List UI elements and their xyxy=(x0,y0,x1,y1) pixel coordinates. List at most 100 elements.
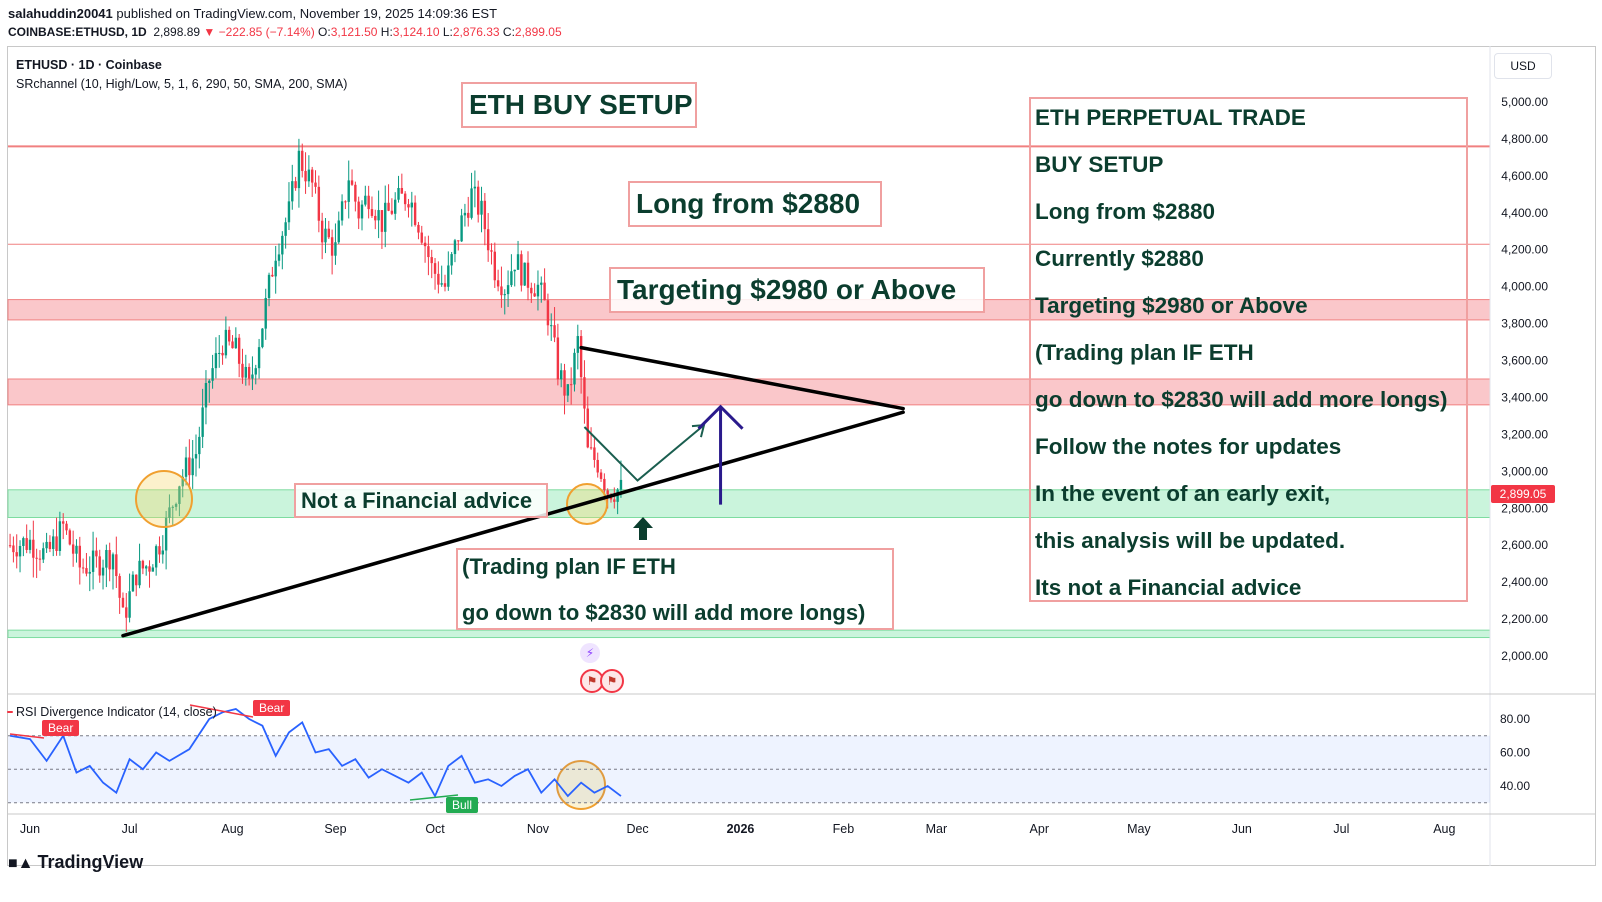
candle-body xyxy=(251,374,254,379)
brand-name: TradingView xyxy=(37,852,144,872)
long-entry-label: Long from $2880 xyxy=(628,181,882,227)
candle-body xyxy=(241,363,244,378)
candle-body xyxy=(171,506,174,508)
candle-body xyxy=(397,187,400,200)
candle-body xyxy=(154,546,158,568)
price-tick-label: 3,800.00 xyxy=(1501,317,1548,331)
chart-title[interactable]: ETHUSD · 1D · Coinbase xyxy=(16,58,162,72)
candle-body xyxy=(603,478,606,491)
rsi-legend[interactable]: RSI Divergence Indicator (14, close) xyxy=(16,705,217,719)
lightning-icon[interactable]: ⚡ xyxy=(580,643,600,663)
notes-panel: ETH PERPETUAL TRADE BUY SETUP Long from … xyxy=(1029,97,1468,602)
candle-body xyxy=(131,574,135,592)
time-tick-label: Oct xyxy=(425,822,445,836)
candle-body xyxy=(320,220,324,243)
time-tick-label: 2026 xyxy=(727,822,755,836)
candle-body xyxy=(596,459,599,473)
candle-body xyxy=(68,530,72,545)
candle-body xyxy=(201,407,204,437)
candle-body xyxy=(277,254,281,261)
candle-body xyxy=(174,503,178,507)
candle-body xyxy=(145,566,148,569)
candle-body xyxy=(347,180,350,202)
currency-button[interactable]: USD xyxy=(1494,53,1552,79)
price-tick-label: 2,800.00 xyxy=(1501,501,1548,515)
candle-body xyxy=(433,263,437,274)
price-axis: 5,000.00 4,800.00 4,600.00 4,400.00 4,200.00… xyxy=(1489,46,1548,866)
close-label: C: xyxy=(502,25,515,39)
price-tick-label: 2,200.00 xyxy=(1501,612,1548,626)
candle-body xyxy=(493,251,496,281)
candle-body xyxy=(161,550,164,555)
candle-body xyxy=(350,180,354,185)
candle-body xyxy=(151,567,155,572)
note-line: ETH PERPETUAL TRADE xyxy=(1035,105,1306,130)
candle-body xyxy=(357,201,360,219)
candle-body xyxy=(184,457,188,477)
open-label: O: xyxy=(318,25,331,39)
candle-body xyxy=(526,262,530,288)
projection-line xyxy=(583,424,705,482)
candle-body xyxy=(473,186,477,189)
bull-divergence-tag: Bull xyxy=(446,797,479,813)
publisher-name[interactable]: salahuddin20041 xyxy=(8,6,113,21)
candle-body xyxy=(284,222,287,236)
rsi-line xyxy=(9,707,622,799)
us-flag-icon[interactable]: ⚑ xyxy=(600,669,624,693)
candle-body xyxy=(204,382,208,408)
sr-lines xyxy=(8,145,1490,245)
candle-body xyxy=(440,283,443,285)
trendline xyxy=(121,410,905,638)
candle-body xyxy=(267,274,271,298)
trading-plan-note: (Trading plan IF ETH go down to $2830 wi… xyxy=(456,548,894,630)
candle-body xyxy=(377,210,380,221)
candle-body xyxy=(115,554,118,577)
candle-body xyxy=(105,550,108,568)
candle-body xyxy=(274,260,277,277)
candle-body xyxy=(477,186,480,215)
candles xyxy=(8,138,623,632)
candle-body xyxy=(237,337,241,364)
candle-body xyxy=(546,300,550,326)
candle-body xyxy=(101,567,105,576)
candle-body xyxy=(566,384,570,396)
candle-body xyxy=(486,229,490,251)
candle-body xyxy=(58,521,62,551)
low-label: L: xyxy=(442,25,453,39)
disclaimer-label: Not a Financial advice xyxy=(294,483,548,518)
candle-body xyxy=(483,200,487,230)
candle-body xyxy=(125,607,128,618)
candle-body xyxy=(287,201,291,223)
time-tick-label: Jul xyxy=(1333,822,1349,836)
candle-body xyxy=(599,472,603,479)
note-line: Targeting $2980 or Above xyxy=(1035,293,1308,318)
indicator-legend[interactable]: SRchannel (10, High/Low, 5, 1, 6, 290, 5… xyxy=(16,77,348,91)
note-line: go down to $2830 will add more longs) xyxy=(1035,387,1448,412)
candle-body xyxy=(214,353,218,369)
highlight-circle xyxy=(556,760,606,810)
candle-body xyxy=(164,517,168,551)
footer-brand[interactable]: ■▲ TradingView xyxy=(8,852,143,873)
candle-body xyxy=(583,377,586,409)
candle-body xyxy=(533,293,536,297)
candle-body xyxy=(191,458,194,476)
candle-body xyxy=(301,150,304,171)
candle-body xyxy=(45,541,48,549)
price-tick-label: 4,400.00 xyxy=(1501,206,1548,220)
candle-body xyxy=(576,336,579,353)
candle-body xyxy=(234,337,238,349)
time-tick-label: Aug xyxy=(221,822,243,836)
candle-body xyxy=(523,262,526,286)
plan-line: (Trading plan IF ETH xyxy=(462,554,676,579)
candle-body xyxy=(506,285,510,295)
price-tick-label: 3,000.00 xyxy=(1501,464,1548,478)
time-tick-label: Apr xyxy=(1030,822,1049,836)
trendline xyxy=(579,345,905,411)
candle-body xyxy=(18,545,22,557)
candle-body xyxy=(360,204,364,219)
resistance-zone xyxy=(7,378,1491,406)
candle-body xyxy=(460,215,463,242)
candle-body xyxy=(490,250,493,252)
candle-body xyxy=(417,224,420,233)
highlight-circles xyxy=(135,470,608,810)
